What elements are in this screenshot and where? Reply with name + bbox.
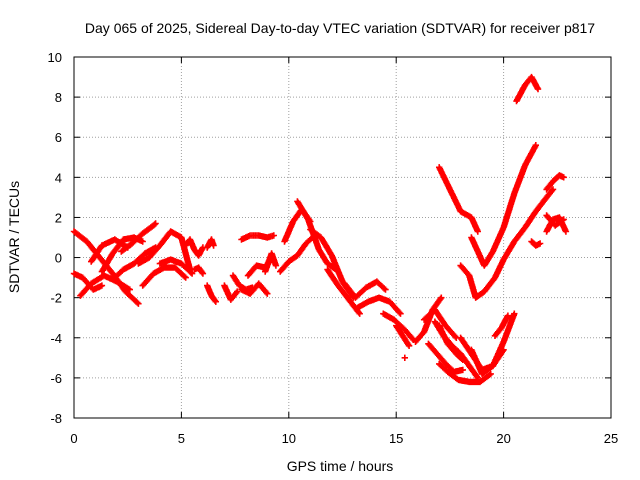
chart-title: Day 065 of 2025, Sidereal Day-to-day VTE… xyxy=(85,20,595,36)
y-tick-label: -2 xyxy=(50,291,62,306)
data-point-marks xyxy=(139,264,189,289)
data-point-marks xyxy=(277,232,318,275)
series-sat-38 xyxy=(468,310,518,378)
data-point-marks xyxy=(543,212,567,229)
x-tick-label: 10 xyxy=(282,431,296,446)
data-point-marks xyxy=(425,340,466,376)
data-point-marks xyxy=(182,236,207,259)
series-sat-26 xyxy=(341,278,389,301)
data-point-marks xyxy=(77,272,133,299)
series-sat-03 xyxy=(77,272,133,299)
data-point-marks xyxy=(341,278,389,301)
series-sat-42 xyxy=(457,186,557,301)
data-point-marks xyxy=(468,310,518,378)
series-sat-28 xyxy=(380,310,417,343)
y-axis-label: SDTVAR / TECUs xyxy=(6,181,22,293)
series-sat-11 xyxy=(182,236,207,259)
data-point-marks xyxy=(436,360,494,386)
data-point-marks xyxy=(354,294,404,317)
series-sat-12 xyxy=(191,264,207,277)
series-sat-13 xyxy=(204,282,219,305)
series-sat-15 xyxy=(221,282,241,303)
series-sat-10 xyxy=(156,256,196,277)
series-sat-39 xyxy=(491,312,512,339)
series-sat-35 xyxy=(436,322,466,363)
data-point-marks xyxy=(204,282,219,305)
data-point-marks xyxy=(238,232,277,243)
data-point-marks xyxy=(204,236,217,251)
x-tick-label: 0 xyxy=(70,431,77,446)
y-tick-label: 2 xyxy=(55,210,62,225)
data-point-marks xyxy=(468,142,539,269)
series-sat-09 xyxy=(139,264,189,289)
x-tick-label: 5 xyxy=(178,431,185,446)
data-point-marks xyxy=(491,312,512,339)
data-point-marks xyxy=(543,172,567,193)
x-tick-label: 25 xyxy=(604,431,618,446)
data-point-marks xyxy=(191,264,207,277)
data-point-marks xyxy=(135,228,194,273)
data-point-marks xyxy=(436,322,466,363)
series-sat-17 xyxy=(238,280,271,297)
series-sat-29 xyxy=(393,322,413,349)
data-point-marks xyxy=(262,250,280,275)
data-point-marks xyxy=(420,306,460,341)
series-sat-14 xyxy=(204,236,217,251)
y-tick-label: 6 xyxy=(55,130,62,145)
series-sat-40 xyxy=(436,164,481,235)
series-sat-45 xyxy=(528,238,544,249)
axis-ticks: 0 5 10 15 20 25 -8 -6 -4 -2 0 2 4 6 8 10 xyxy=(48,50,619,446)
series-sat-06 xyxy=(111,244,159,281)
x-axis-label: GPS time / hours xyxy=(287,458,394,474)
data-point-marks xyxy=(436,164,481,235)
series-sat-47 xyxy=(543,212,567,229)
series-sat-07 xyxy=(118,220,159,255)
data-point-marks xyxy=(156,256,196,277)
series-sat-27 xyxy=(354,294,404,317)
plot-frame xyxy=(73,56,612,419)
data-point-marks xyxy=(401,354,408,361)
y-tick-label: 10 xyxy=(48,50,62,65)
data-point-marks xyxy=(380,310,417,343)
series-sat-41 xyxy=(468,142,539,269)
data-point-marks xyxy=(528,238,544,249)
series-sat-44 xyxy=(543,172,567,193)
data-point-marks xyxy=(393,322,413,349)
data-marks xyxy=(70,73,570,386)
y-tick-label: 0 xyxy=(55,251,62,266)
y-tick-label: -4 xyxy=(50,331,62,346)
x-tick-label: 20 xyxy=(496,431,510,446)
series-sat-08 xyxy=(135,228,194,273)
y-tick-label: -6 xyxy=(50,371,62,386)
data-point-marks xyxy=(118,220,159,255)
series-sat-43 xyxy=(513,73,542,105)
data-point-marks xyxy=(221,282,241,303)
x-tick-label: 15 xyxy=(389,431,403,446)
series-sat-32 xyxy=(420,306,460,341)
y-tick-label: -8 xyxy=(50,411,62,426)
y-tick-label: 4 xyxy=(55,170,62,185)
data-point-marks xyxy=(238,280,271,297)
series-sat-21 xyxy=(277,232,318,275)
series-sat-36 xyxy=(436,360,494,386)
series-sat-34 xyxy=(425,340,466,376)
y-tick-label: 8 xyxy=(55,90,62,105)
data-point-marks xyxy=(457,186,557,301)
data-point-marks xyxy=(111,244,159,281)
series-sat-20 xyxy=(262,250,280,275)
series-sat-30 xyxy=(401,354,408,361)
series-sat-19 xyxy=(238,232,277,243)
data-point-marks xyxy=(513,73,542,105)
